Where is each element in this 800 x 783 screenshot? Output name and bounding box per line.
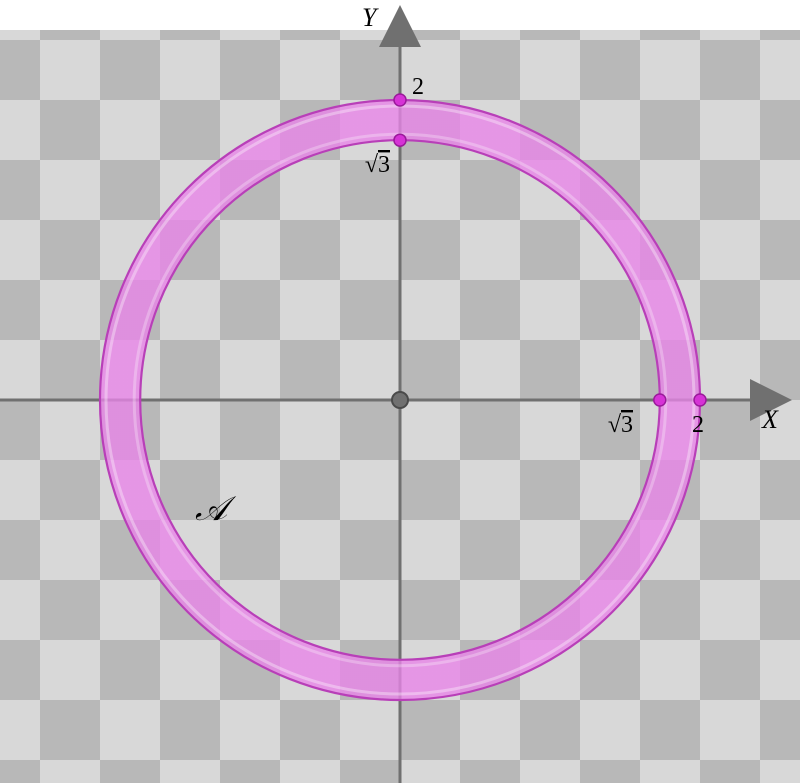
tick-label-1: √3 (365, 152, 390, 178)
mark-point-1 (394, 134, 406, 146)
tick-label-0: 2 (412, 74, 424, 100)
mark-point-3 (694, 394, 706, 406)
tick-label-2: √3 (608, 412, 633, 438)
y-axis-label: Y (362, 3, 379, 32)
x-axis-label: X (761, 405, 779, 434)
origin-dot (392, 392, 408, 408)
mark-point-0 (394, 94, 406, 106)
mark-point-2 (654, 394, 666, 406)
tick-label-3: 2 (692, 412, 704, 438)
